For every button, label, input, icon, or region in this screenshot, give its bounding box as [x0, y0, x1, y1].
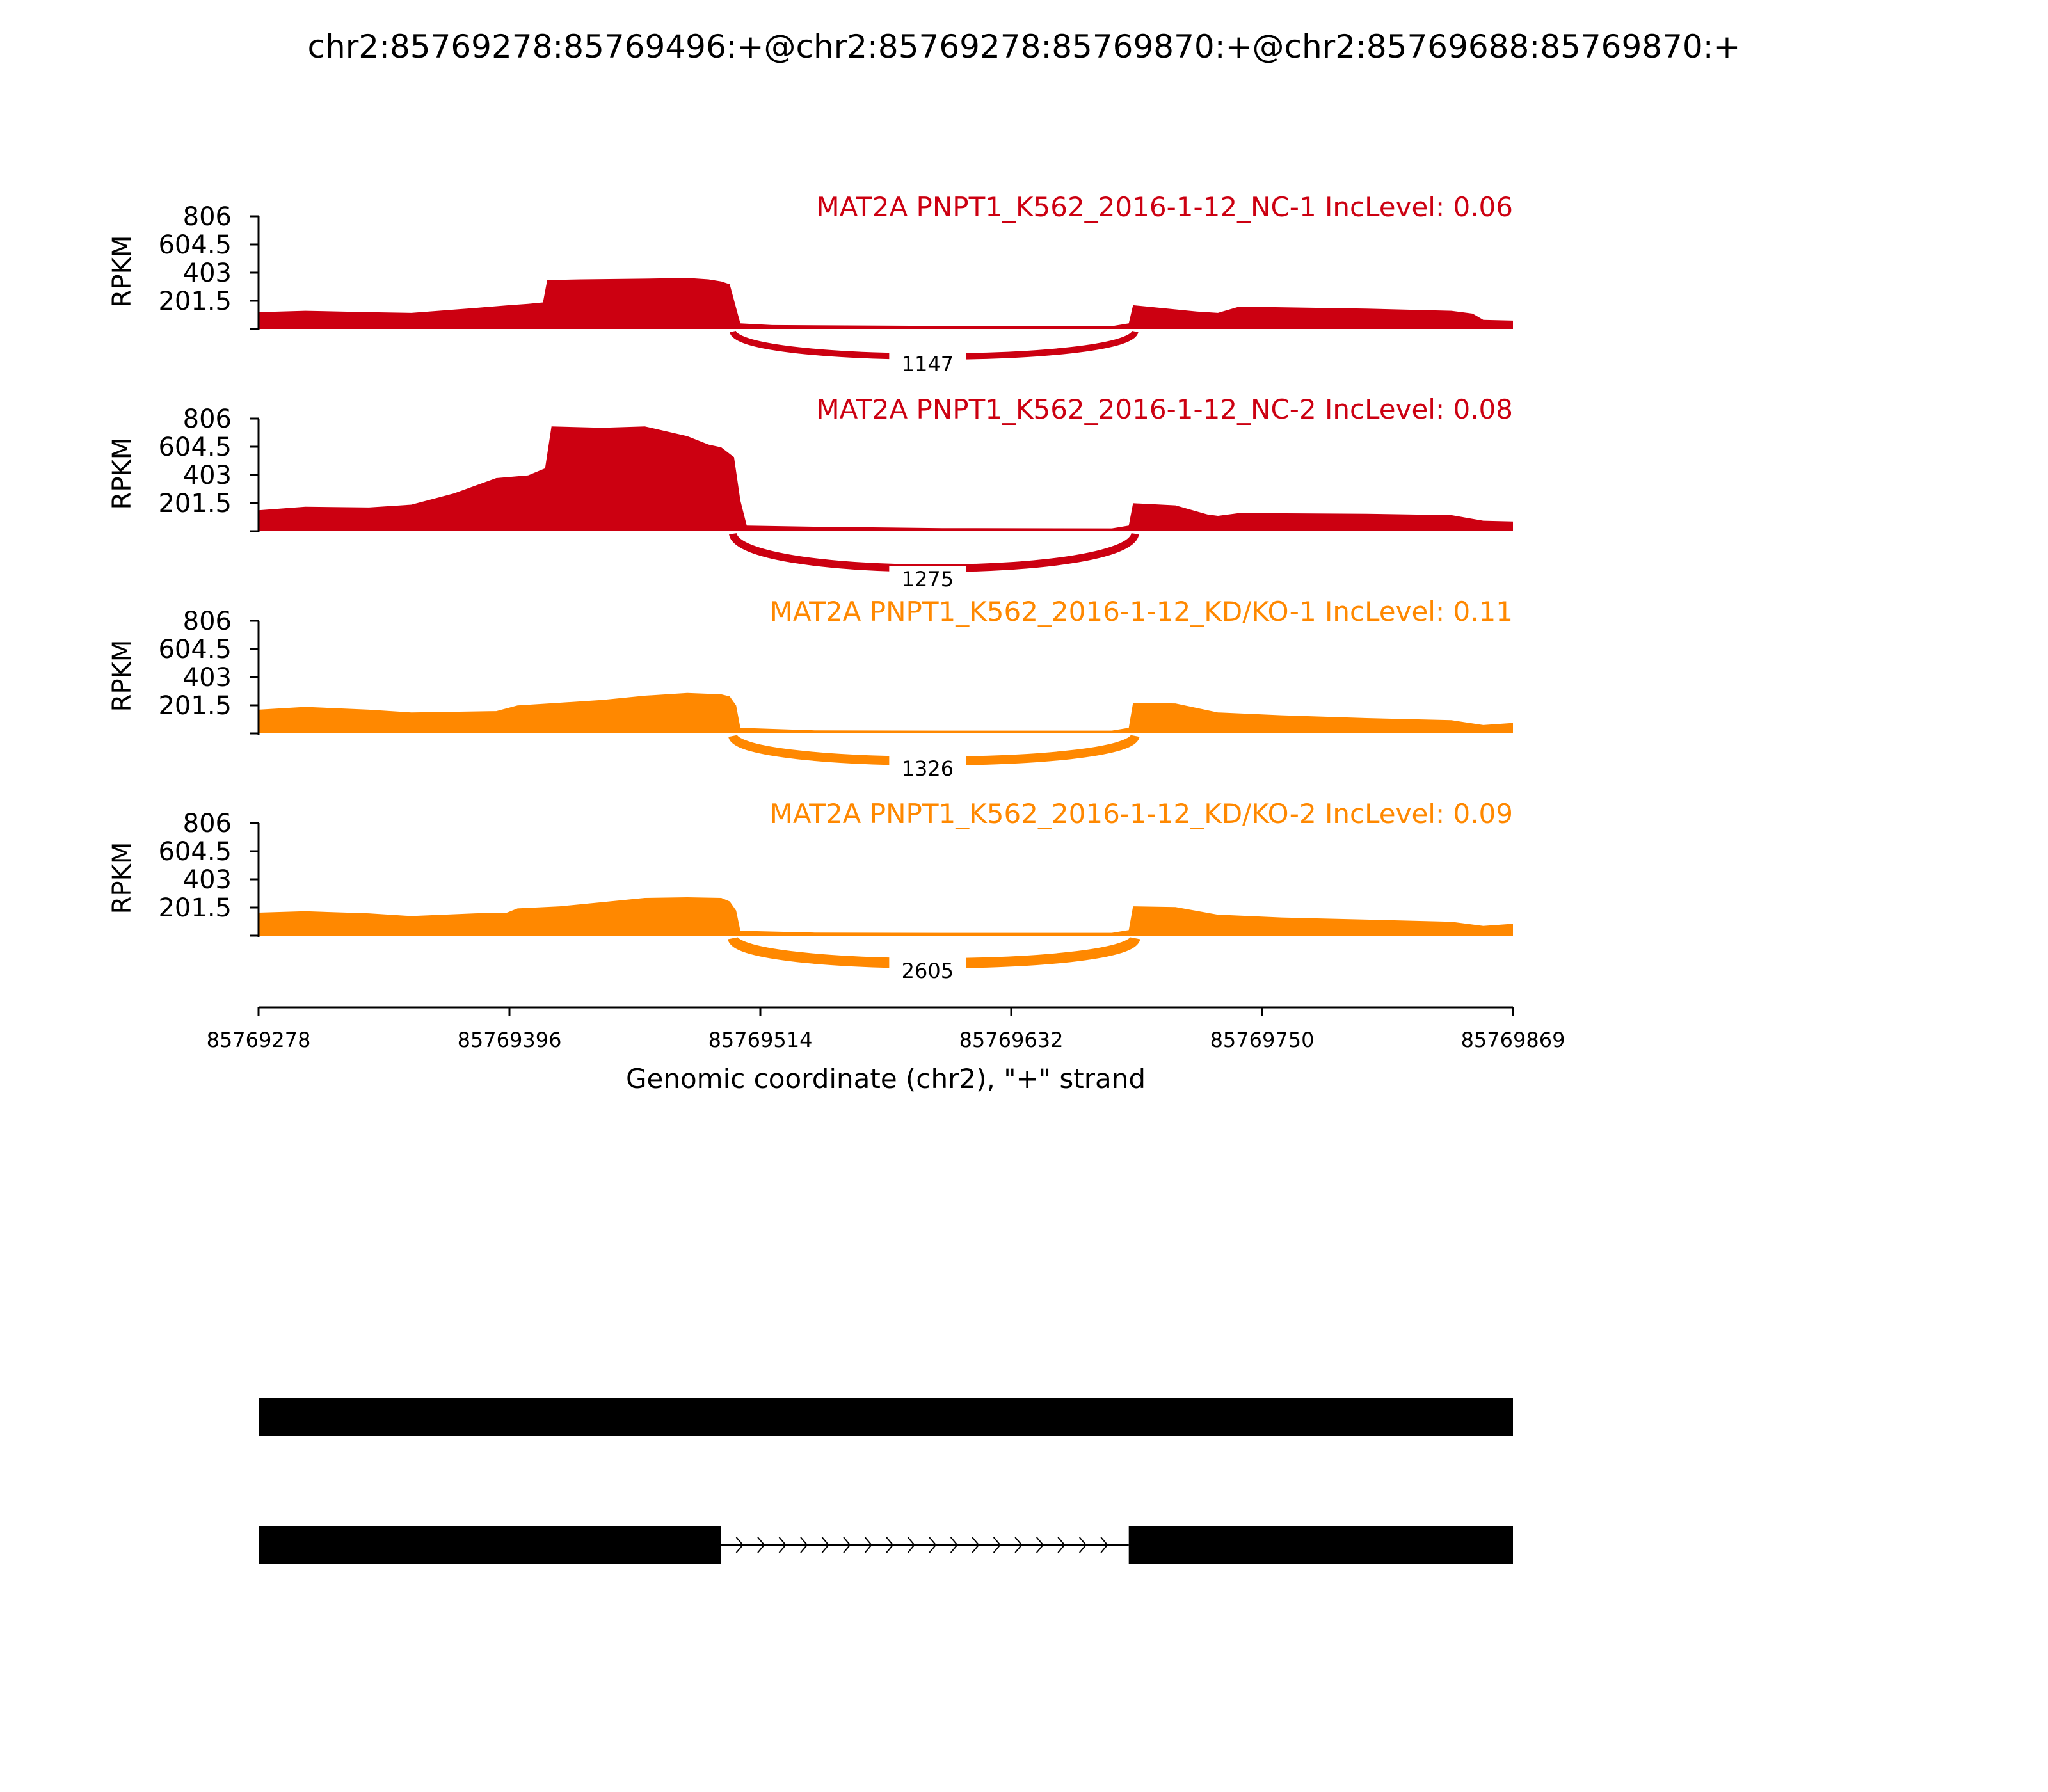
- y-tick-label: 403: [183, 865, 232, 895]
- strand-arrow: [1078, 1537, 1087, 1553]
- y-tick-label: 604.5: [158, 230, 232, 260]
- y-tick-label: 403: [183, 663, 232, 692]
- strand-arrow: [972, 1537, 980, 1553]
- x-tick-label: 85769632: [959, 1028, 1064, 1052]
- junction-count: 1326: [902, 756, 954, 781]
- strand-arrow: [778, 1537, 787, 1553]
- strand-arrow: [886, 1537, 894, 1553]
- exon-block: [1128, 1526, 1513, 1564]
- junction-count: 1147: [902, 352, 954, 376]
- gene-models: [259, 1398, 1513, 1564]
- coverage-area: [259, 692, 1513, 733]
- junction-label-box: [889, 566, 966, 591]
- junction-label-box: [889, 755, 966, 781]
- y-tick-label: 806: [183, 607, 232, 636]
- strand-arrow: [864, 1537, 872, 1553]
- exon-block: [259, 1526, 721, 1564]
- x-axis: 85769278 85769396 85769514 85769632 85769750…: [207, 1006, 1565, 1094]
- y-tick-label: 201.5: [158, 489, 232, 518]
- y-tick-label: 403: [183, 461, 232, 490]
- junction-count: 1275: [902, 567, 954, 591]
- y-axis-label: RPKM: [108, 842, 137, 915]
- x-axis-label: Genomic coordinate (chr2), "+" strand: [626, 1063, 1146, 1094]
- strand-arrow: [950, 1537, 958, 1553]
- y-tick-label: 201.5: [158, 691, 232, 721]
- strand-arrow: [907, 1537, 915, 1553]
- chart-title: chr2:85769278:85769496:+@chr2:85769278:8…: [308, 28, 1741, 65]
- x-tick-label: 85769750: [1210, 1028, 1315, 1052]
- coverage-area: [259, 897, 1513, 936]
- coverage-area: [259, 426, 1513, 531]
- junction-label-box: [889, 351, 966, 376]
- x-tick-label: 85769514: [708, 1028, 813, 1052]
- y-tick-label: 806: [183, 202, 232, 232]
- y-tick-label: 604.5: [158, 433, 232, 462]
- y-axis-label: RPKM: [108, 236, 137, 308]
- strand-arrow: [735, 1537, 744, 1553]
- y-axis-label: RPKM: [108, 438, 137, 510]
- y-tick-label: 201.5: [158, 287, 232, 316]
- strand-arrow: [1036, 1537, 1044, 1553]
- sample-label: MAT2A PNPT1_K562_2016-1-12_NC-2 IncLevel…: [816, 394, 1513, 425]
- strand-arrow: [757, 1537, 765, 1553]
- exon-block: [259, 1398, 1513, 1436]
- coverage-area: [259, 278, 1513, 329]
- junction-count: 2605: [902, 959, 954, 983]
- x-tick-label: 85769278: [207, 1028, 311, 1052]
- strand-arrow: [800, 1537, 808, 1553]
- y-tick-label: 403: [183, 259, 232, 288]
- strand-arrow: [929, 1537, 937, 1553]
- y-tick-label: 604.5: [158, 837, 232, 867]
- gene-model-full-exon: [259, 1398, 1513, 1436]
- sample-label: MAT2A PNPT1_K562_2016-1-12_KD/KO-2 IncLe…: [770, 798, 1513, 829]
- y-tick-label: 806: [183, 809, 232, 838]
- strand-arrow: [843, 1537, 851, 1553]
- strand-arrow: [1100, 1537, 1108, 1553]
- y-tick-label: 604.5: [158, 635, 232, 664]
- y-axis-label: RPKM: [108, 640, 137, 712]
- y-tick-label: 201.5: [158, 893, 232, 923]
- x-tick-label: 85769869: [1461, 1028, 1565, 1052]
- strand-arrow: [821, 1537, 829, 1553]
- strand-arrow: [1057, 1537, 1066, 1553]
- sample-label: MAT2A PNPT1_K562_2016-1-12_NC-1 IncLevel…: [816, 191, 1513, 223]
- strand-arrow: [993, 1537, 1001, 1553]
- y-tick-label: 806: [183, 404, 232, 434]
- sample-label: MAT2A PNPT1_K562_2016-1-12_KD/KO-1 IncLe…: [770, 596, 1513, 627]
- strand-arrow: [1014, 1537, 1023, 1553]
- x-tick-label: 85769396: [458, 1028, 562, 1052]
- junction-label-box: [889, 957, 966, 983]
- gene-model-exon-skip: [259, 1526, 1513, 1564]
